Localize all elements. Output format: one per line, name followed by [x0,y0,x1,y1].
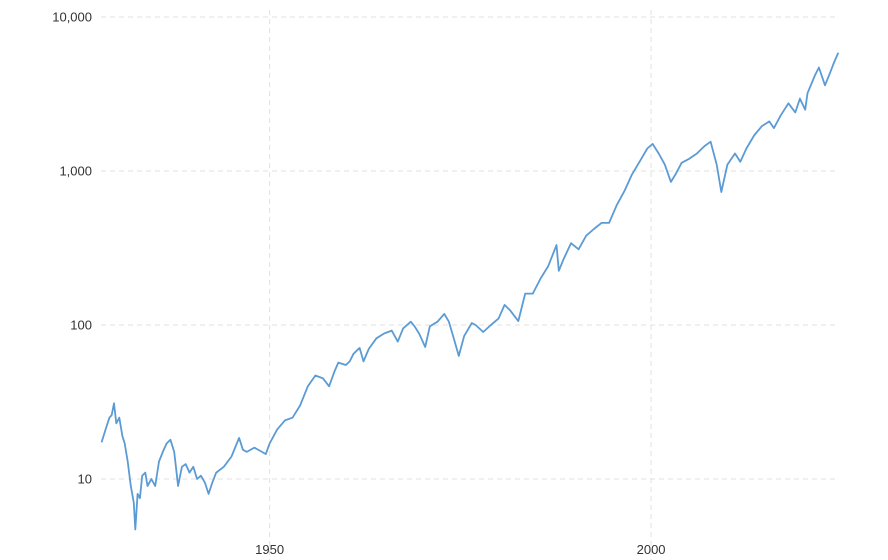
y-tick-label: 10,000 [52,10,92,25]
x-tick-label: 2000 [637,542,666,557]
tick-label-layer: 10 100 1,000 10,000 1950 2000 [52,10,665,558]
x-tick-label: 1950 [255,542,284,557]
y-tick-label: 10 [78,472,92,487]
series-layer [100,52,839,531]
y-tick-label: 100 [70,318,92,333]
y-tick-label: 1,000 [59,164,92,179]
series-line [100,52,839,531]
grid-layer [101,10,838,560]
